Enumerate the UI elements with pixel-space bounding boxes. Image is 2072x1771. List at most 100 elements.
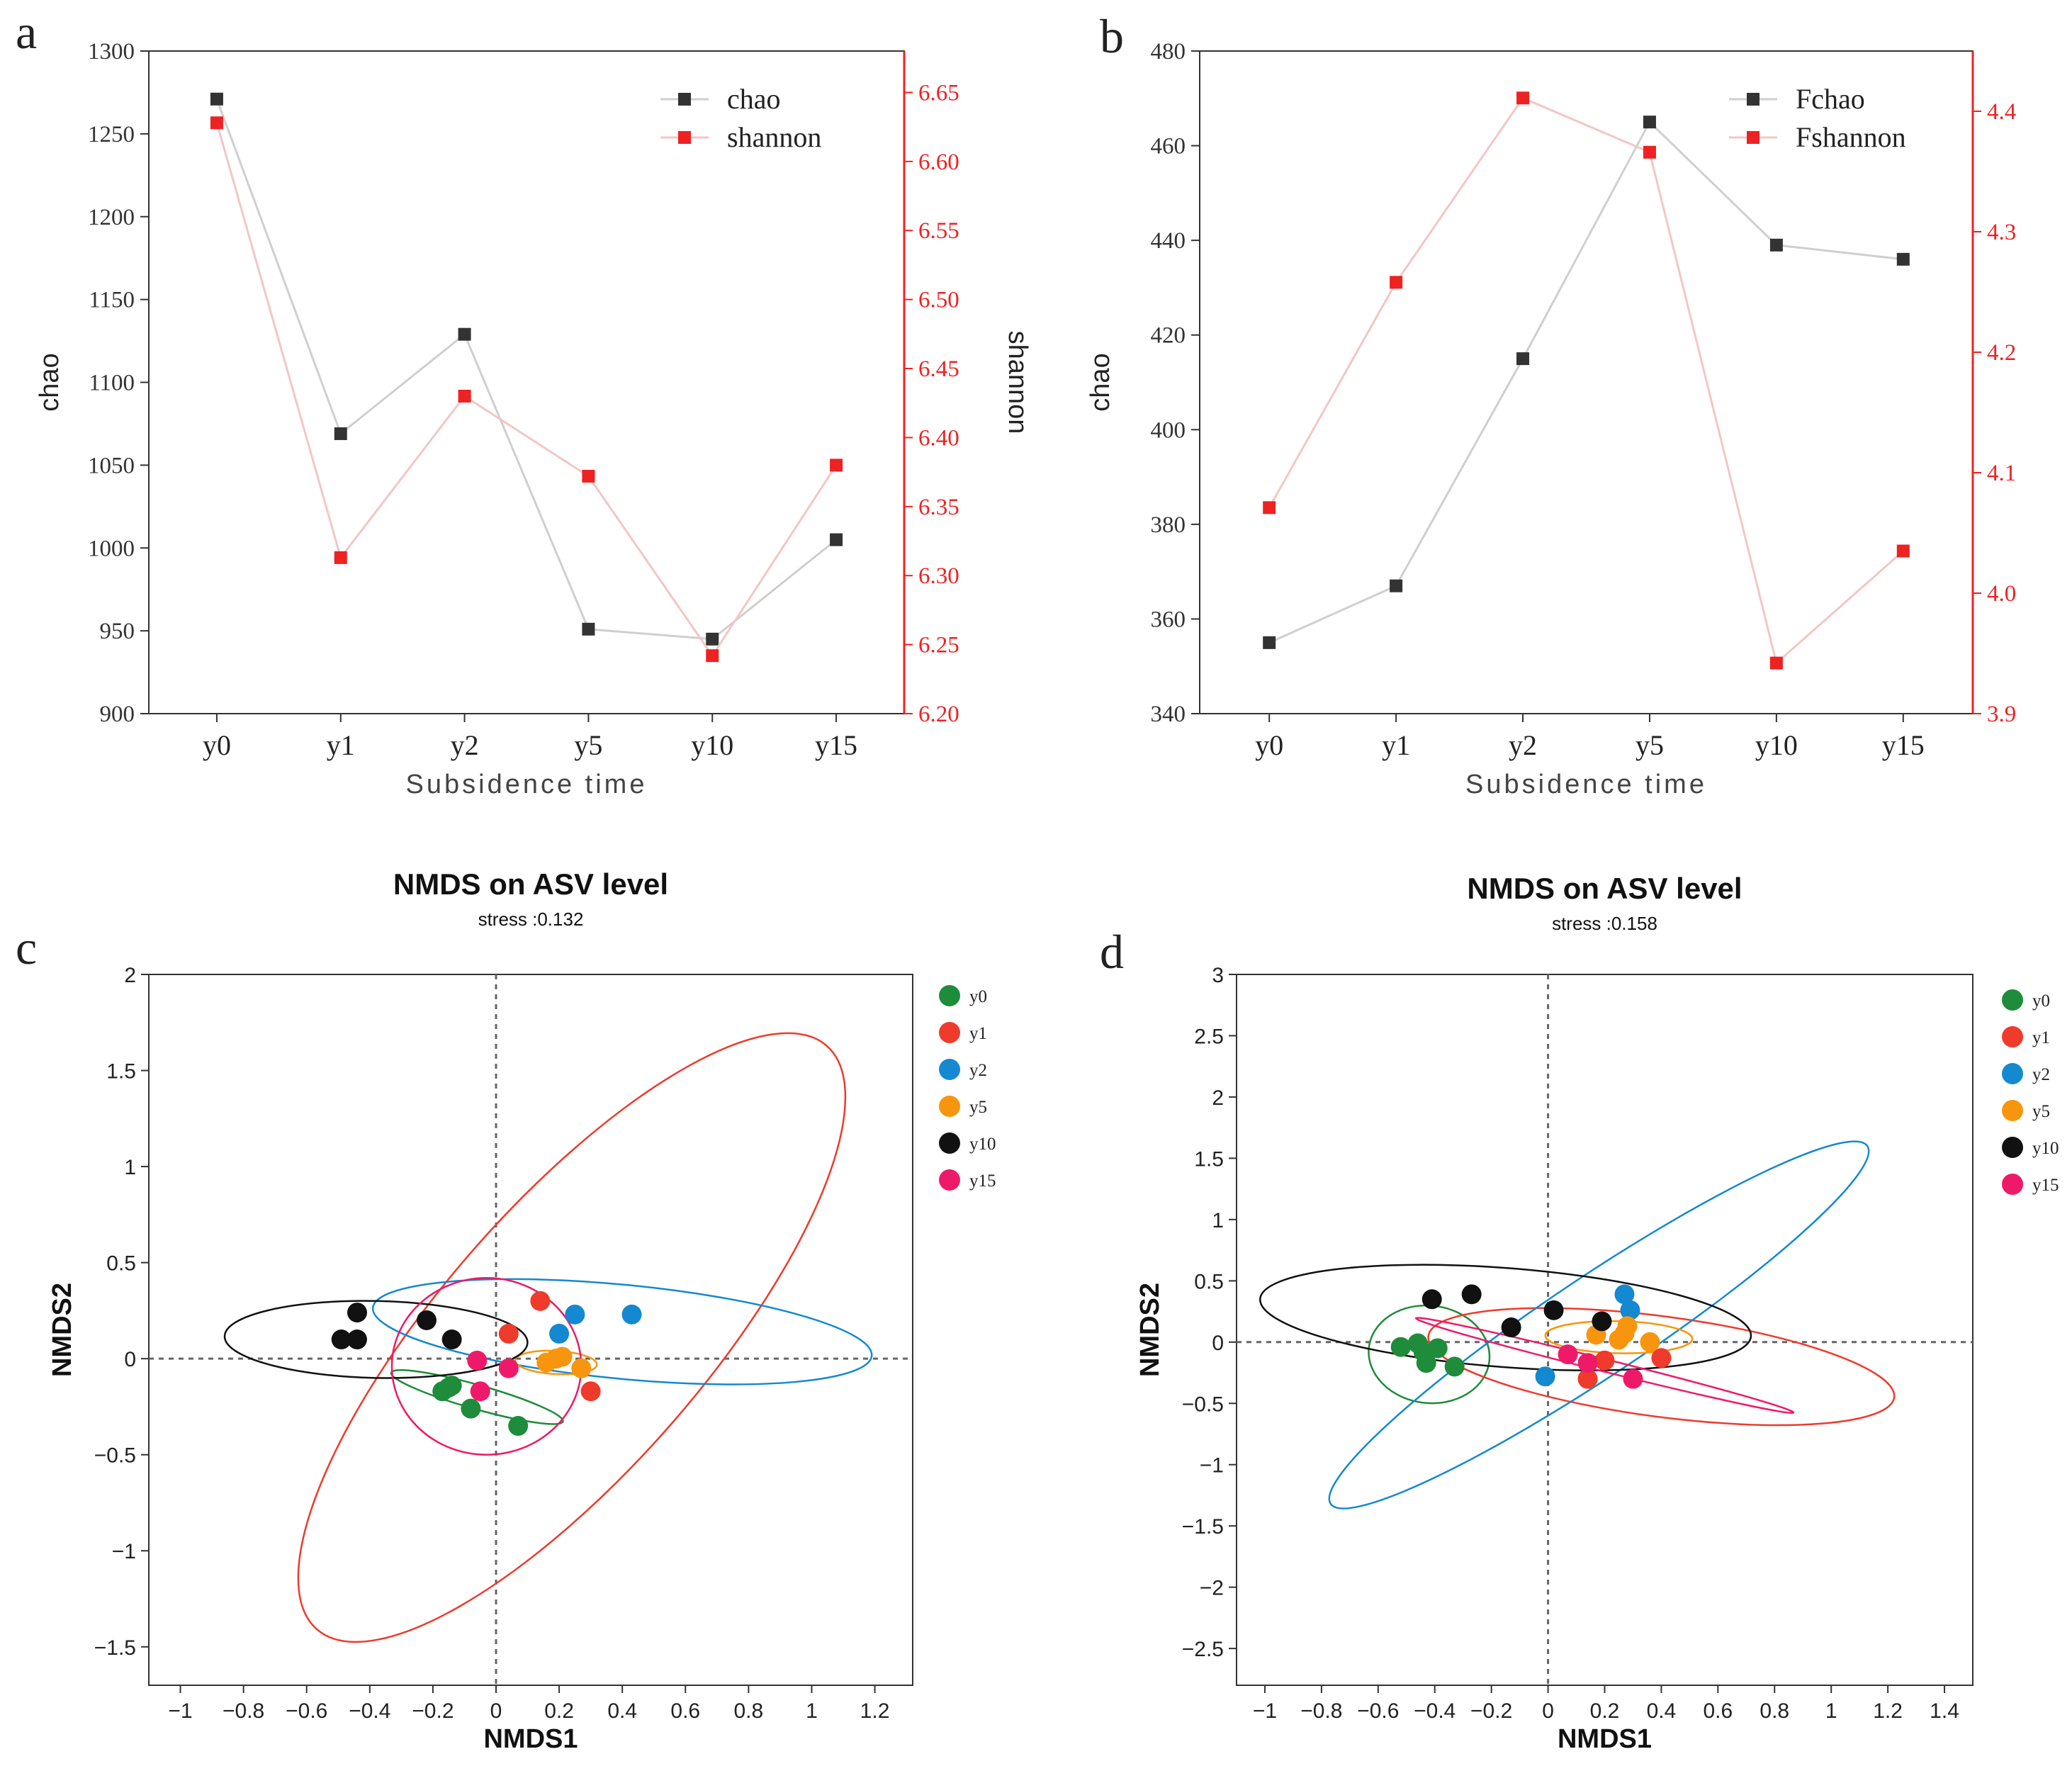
x-axis-title: Subsidence time (406, 770, 648, 799)
y2-tick-label: 6.60 (918, 150, 959, 175)
legend-label-y0: y0 (969, 987, 987, 1006)
y-tick-label: 1.5 (1194, 1147, 1224, 1171)
y-tick-label: −1 (112, 1540, 136, 1563)
chart-title: NMDS on ASV level (393, 867, 668, 901)
data-point-y10 (1501, 1317, 1521, 1338)
y-tick-label: −0.5 (94, 1444, 136, 1468)
data-point-Fchao (1263, 636, 1276, 649)
legend-label-y1: y1 (969, 1024, 987, 1043)
data-point-y2 (549, 1323, 570, 1344)
y-tick-label: −2.5 (1182, 1638, 1224, 1661)
panel-letter-a: a (16, 5, 37, 59)
confidence-ellipse-y10 (1259, 1264, 1752, 1371)
y-tick-label: −1.5 (1182, 1515, 1224, 1539)
chart-title: NMDS on ASV level (1467, 872, 1742, 905)
x-axis-title: NMDS1 (483, 1724, 578, 1754)
y-tick-label: 1 (1212, 1209, 1224, 1232)
data-point-Fchao (1896, 252, 1910, 266)
x-tick-label: y1 (1382, 729, 1410, 761)
x-tick-label: 0.2 (544, 1699, 574, 1723)
series-line-Fshannon (1268, 96, 1904, 665)
data-point-y15 (1623, 1368, 1643, 1389)
legend-marker-y15 (2002, 1174, 2023, 1195)
data-point-y1 (1594, 1350, 1615, 1371)
data-point-Fshannon (1643, 145, 1656, 159)
x-tick-label: y5 (1635, 729, 1664, 761)
data-point-y10 (347, 1329, 367, 1350)
confidence-ellipse-y2 (371, 1278, 873, 1385)
y2-tick-label: 6.50 (918, 288, 959, 313)
data-point-y0 (461, 1398, 481, 1419)
panel-letter-c: c (16, 921, 37, 974)
x-tick-label: y2 (1509, 729, 1537, 761)
data-point-y0 (508, 1416, 529, 1437)
data-point-chao (334, 427, 347, 440)
data-point-y1 (530, 1291, 551, 1311)
data-point-y10 (1543, 1300, 1564, 1320)
x-tick-label: 1.2 (860, 1699, 890, 1723)
data-point-Fshannon (1769, 656, 1783, 670)
data-point-y1 (1651, 1348, 1672, 1368)
y2-tick-label: 6.35 (918, 495, 959, 520)
y-tick-label: 950 (100, 619, 135, 644)
plot-frame (148, 974, 913, 1686)
series-line-shannon (215, 122, 838, 658)
legend-marker-y2 (939, 1059, 960, 1080)
x-tick-label: 1.4 (1930, 1699, 1959, 1723)
x-tick-label: 0 (1542, 1699, 1554, 1723)
data-point-y10 (1421, 1289, 1442, 1310)
y2-tick-label: 6.65 (918, 80, 959, 106)
y-tick-label: 360 (1151, 607, 1186, 632)
x-tick-label: −0.8 (223, 1699, 264, 1723)
y-tick-label: 0.5 (1194, 1270, 1224, 1293)
y-tick-label: 0 (1212, 1332, 1224, 1355)
series-line-Fchao (1268, 120, 1903, 644)
y2-tick-label: 6.20 (918, 702, 959, 727)
x-tick-label: −0.4 (1414, 1699, 1456, 1723)
data-point-y1 (1577, 1368, 1598, 1389)
data-point-y5 (1640, 1332, 1660, 1352)
x-tick-label: −0.6 (286, 1699, 327, 1723)
y2-tick-label: 4.2 (1987, 340, 2016, 366)
legend-marker-y5 (2002, 1100, 2023, 1121)
y2-tick-label: 4.0 (1987, 581, 2016, 607)
chart-subtitle: stress :0.132 (478, 909, 584, 930)
data-point-y5 (552, 1346, 573, 1367)
data-point-y0 (441, 1376, 462, 1396)
data-point-y10 (1592, 1311, 1612, 1332)
x-tick-label: 1 (1825, 1699, 1837, 1723)
x-tick-label: −0.4 (349, 1699, 390, 1723)
y-tick-label: 1050 (88, 453, 135, 478)
data-point-Fshannon (1390, 276, 1403, 289)
x-axis-title: NMDS1 (1558, 1724, 1652, 1754)
data-point-chao (582, 622, 595, 636)
data-point-y0 (1416, 1353, 1436, 1373)
legend-marker-y10 (2002, 1137, 2023, 1158)
data-point-y1 (498, 1323, 519, 1344)
data-point-y10 (1461, 1284, 1482, 1305)
legend-label-Fshannon: Fshannon (1796, 121, 1906, 153)
data-point-y15 (467, 1350, 488, 1371)
x-tick-label: y10 (1755, 729, 1798, 761)
data-point-y10 (331, 1329, 351, 1350)
y2-tick-label: 4.1 (1987, 461, 2016, 486)
data-point-Fchao (1516, 352, 1530, 366)
legend-label-Fchao: Fchao (1796, 83, 1865, 115)
y2-tick-label: 6.55 (918, 218, 959, 244)
y-tick-label: 1250 (88, 122, 135, 147)
y-tick-label: 1000 (88, 536, 135, 561)
y2-tick-label: 4.3 (1987, 220, 2016, 245)
data-point-shannon (582, 469, 595, 483)
legend-marker-Fchao (1747, 93, 1759, 106)
data-point-y15 (498, 1358, 519, 1378)
y-tick-label: 420 (1151, 323, 1186, 349)
legend-label-y5: y5 (2032, 1102, 2050, 1121)
legend-marker-chao (678, 93, 691, 106)
confidence-ellipse-y2 (1328, 1140, 1870, 1509)
x-tick-label: y5 (574, 729, 602, 761)
legend-label-y2: y2 (2032, 1065, 2050, 1084)
legend-label-chao: chao (727, 83, 781, 115)
panel-letter-b: b (1100, 9, 1124, 63)
y2-tick-label: 3.9 (1987, 702, 2016, 727)
data-point-y0 (1427, 1338, 1448, 1359)
